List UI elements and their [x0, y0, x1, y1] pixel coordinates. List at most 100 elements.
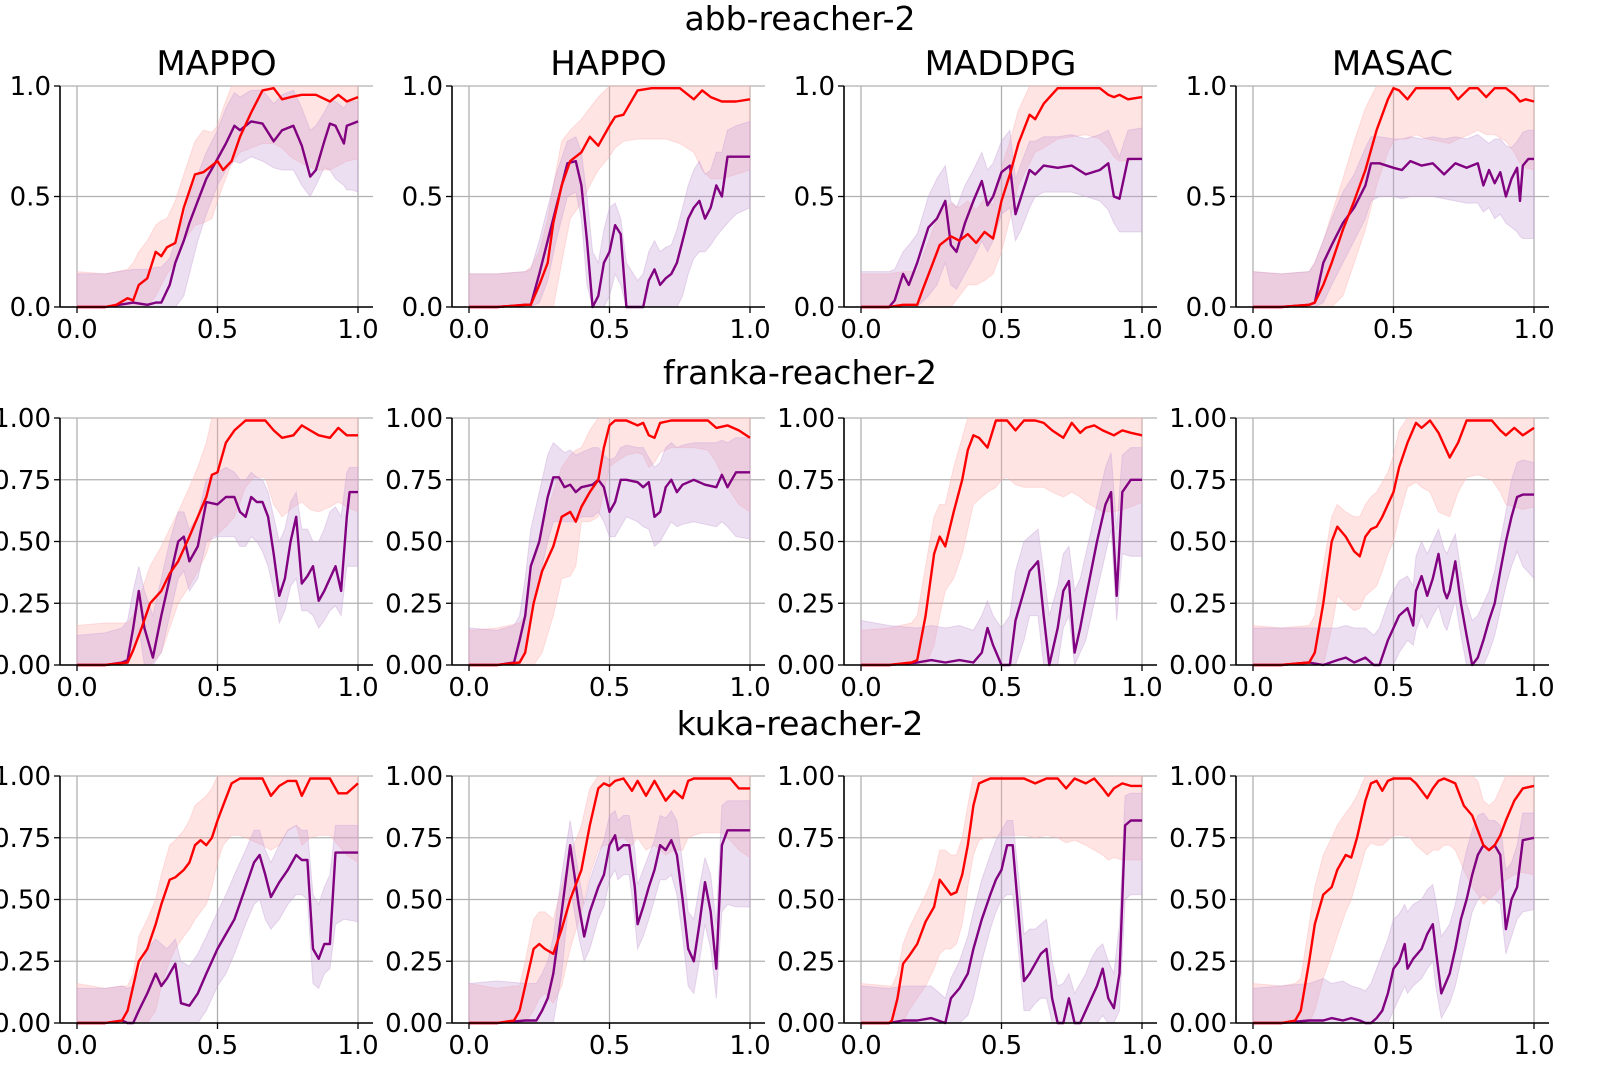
red-series-line	[469, 777, 750, 1025]
red-series-line	[1253, 87, 1535, 309]
purple-series-line	[77, 120, 359, 309]
y-tick-label: 0.5	[402, 183, 443, 213]
panel-abb-reacher-2-HAPPO: HAPPO 0.0 0.5 1.0 0.0 0.5 1.0	[402, 44, 771, 345]
purple-series-band	[860, 792, 1143, 1024]
purple-series-line	[1253, 493, 1534, 667]
y-tick-label: 0.75	[777, 824, 835, 854]
x-tick-label: 0.0	[840, 315, 881, 345]
column-title: MADDPG	[925, 44, 1077, 84]
y-tick-label: 0.0	[10, 293, 51, 323]
y-tick-label: 1.00	[385, 404, 443, 434]
panel-franka-reacher-2-MASAC: 0.00 0.25 0.50 0.75 1.00 0.0 0.5 1.0	[1169, 404, 1555, 703]
y-tick-label: 0.0	[1186, 293, 1227, 323]
x-tick-label: 0.0	[56, 1031, 97, 1061]
red-series-line	[469, 419, 751, 667]
x-tick-label: 0.5	[981, 1031, 1022, 1061]
red-series-band	[468, 775, 751, 1024]
x-tick-label: 0.5	[197, 1031, 238, 1061]
y-tick-label: 0.50	[385, 886, 443, 916]
panel-franka-reacher-2-MADDPG: 0.00 0.25 0.50 0.75 1.00 0.0 0.5 1.0	[777, 404, 1163, 703]
y-tick-label: 0.75	[1169, 466, 1227, 496]
y-tick-label: 1.00	[1169, 404, 1227, 434]
purple-series-band	[468, 437, 751, 666]
red-series-band	[76, 775, 359, 1024]
purple-series-line	[469, 829, 750, 1025]
x-tick-label: 0.5	[197, 315, 238, 345]
y-tick-label: 1.0	[1186, 72, 1227, 102]
panel-kuka-reacher-2-MAPPO: 0.00 0.25 0.50 0.75 1.00 0.0 0.5 1.0	[0, 762, 379, 1061]
red-series-band	[468, 417, 751, 666]
purple-series-band	[468, 800, 751, 1024]
x-tick-label: 0.5	[1373, 315, 1414, 345]
y-tick-label: 1.00	[1169, 762, 1227, 792]
y-tick-label: 0.00	[777, 1009, 835, 1039]
y-tick-label: 0.25	[385, 589, 443, 619]
y-tick-label: 0.25	[1169, 947, 1227, 977]
y-tick-label: 0.5	[794, 183, 835, 213]
x-tick-label: 1.0	[1513, 673, 1554, 703]
y-tick-label: 1.00	[385, 762, 443, 792]
y-tick-label: 0.00	[385, 1009, 443, 1039]
x-tick-label: 1.0	[1121, 673, 1162, 703]
purple-series-band	[860, 127, 1143, 308]
purple-series-band	[76, 466, 359, 666]
x-tick-label: 0.5	[589, 315, 630, 345]
panel-abb-reacher-2-MAPPO: MAPPO 0.0 0.5 1.0 0.0 0.5 1.0	[10, 44, 379, 345]
x-tick-label: 0.5	[981, 673, 1022, 703]
x-tick-label: 0.0	[1232, 315, 1273, 345]
red-series-line	[77, 87, 359, 309]
y-tick-label: 0.5	[10, 183, 51, 213]
purple-series-line	[861, 819, 1142, 1025]
x-tick-label: 0.0	[448, 673, 489, 703]
y-tick-label: 0.5	[1186, 183, 1227, 213]
x-tick-label: 1.0	[1121, 1031, 1162, 1061]
y-tick-label: 0.75	[1169, 824, 1227, 854]
x-tick-label: 1.0	[729, 673, 770, 703]
panel-franka-reacher-2-MAPPO: 0.00 0.25 0.50 0.75 1.00 0.0 0.5 1.0	[0, 404, 379, 703]
y-tick-label: 0.75	[777, 466, 835, 496]
x-tick-label: 1.0	[1513, 315, 1554, 345]
panel-kuka-reacher-2-MASAC: 0.00 0.25 0.50 0.75 1.00 0.0 0.5 1.0	[1169, 762, 1555, 1061]
y-tick-label: 0.50	[777, 886, 835, 916]
y-tick-label: 0.50	[0, 528, 51, 558]
y-tick-label: 0.00	[1169, 651, 1227, 681]
x-tick-label: 0.0	[840, 1031, 881, 1061]
x-tick-label: 1.0	[1513, 1031, 1554, 1061]
y-tick-label: 1.00	[0, 762, 51, 792]
purple-series-line	[77, 490, 358, 667]
y-tick-label: 0.75	[385, 824, 443, 854]
purple-series-line	[861, 478, 1142, 667]
y-tick-label: 1.0	[794, 72, 835, 102]
x-tick-label: 0.5	[589, 1031, 630, 1061]
red-series-band	[860, 417, 1143, 666]
purple-series-line	[77, 851, 358, 1025]
x-tick-label: 0.5	[589, 673, 630, 703]
y-tick-label: 0.75	[0, 466, 51, 496]
y-tick-label: 0.25	[0, 947, 51, 977]
red-series-band	[1252, 775, 1535, 1024]
y-tick-label: 0.25	[0, 589, 51, 619]
y-tick-label: 1.00	[0, 404, 51, 434]
y-tick-label: 1.00	[777, 404, 835, 434]
x-tick-label: 0.5	[1373, 673, 1414, 703]
panel-franka-reacher-2-HAPPO: 0.00 0.25 0.50 0.75 1.00 0.0 0.5 1.0	[385, 404, 771, 703]
y-tick-label: 0.25	[385, 947, 443, 977]
x-tick-label: 1.0	[1121, 315, 1162, 345]
purple-series-line	[469, 471, 750, 667]
red-series-band	[860, 85, 1143, 308]
red-series-band	[1252, 85, 1535, 308]
red-series-line	[861, 87, 1143, 309]
y-tick-label: 0.00	[0, 651, 51, 681]
y-tick-label: 0.00	[385, 651, 443, 681]
x-tick-label: 0.0	[840, 673, 881, 703]
y-tick-label: 0.0	[794, 293, 835, 323]
x-tick-label: 1.0	[337, 1031, 378, 1061]
x-tick-label: 0.0	[56, 315, 97, 345]
red-series-line	[861, 777, 1142, 1025]
column-title: HAPPO	[550, 44, 667, 84]
x-tick-label: 0.0	[1232, 1031, 1273, 1061]
x-tick-label: 0.0	[56, 673, 97, 703]
y-tick-label: 0.00	[0, 1009, 51, 1039]
panel-abb-reacher-2-MADDPG: MADDPG 0.0 0.5 1.0 0.0 0.5 1.0	[794, 44, 1163, 345]
